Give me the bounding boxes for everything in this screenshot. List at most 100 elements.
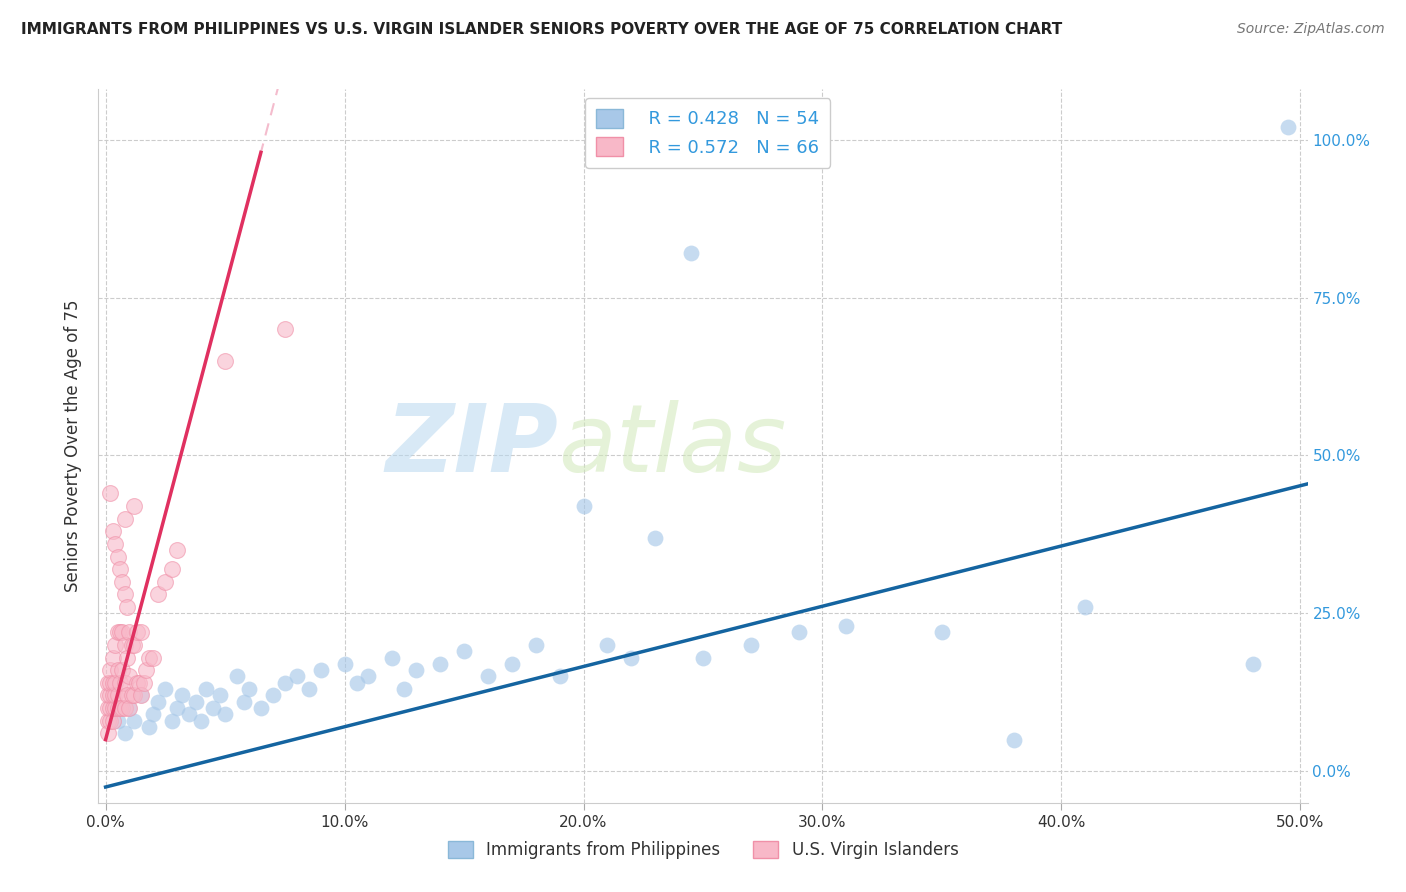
Point — [98, 486, 121, 500]
Point — [122, 714, 145, 728]
Point — [98, 663, 121, 677]
Point — [194, 682, 217, 697]
Point — [104, 638, 127, 652]
Point — [477, 669, 499, 683]
Point — [122, 689, 145, 703]
Point — [740, 638, 762, 652]
Point — [101, 675, 124, 690]
Point — [209, 689, 232, 703]
Point — [101, 714, 124, 728]
Text: atlas: atlas — [558, 401, 786, 491]
Point — [429, 657, 451, 671]
Point — [121, 689, 143, 703]
Point — [357, 669, 380, 683]
Point — [190, 714, 212, 728]
Point — [572, 499, 595, 513]
Point — [114, 511, 136, 525]
Point — [1002, 732, 1025, 747]
Point — [142, 707, 165, 722]
Point — [97, 714, 120, 728]
Point — [114, 726, 136, 740]
Point — [108, 701, 131, 715]
Point — [162, 714, 184, 728]
Point — [125, 625, 148, 640]
Point — [146, 695, 169, 709]
Point — [238, 682, 260, 697]
Point — [101, 524, 124, 539]
Point — [108, 562, 131, 576]
Point — [122, 638, 145, 652]
Point — [166, 701, 188, 715]
Y-axis label: Seniors Poverty Over the Age of 75: Seniors Poverty Over the Age of 75 — [65, 300, 83, 592]
Point — [162, 562, 184, 576]
Point — [101, 650, 124, 665]
Point — [226, 669, 249, 683]
Point — [132, 675, 155, 690]
Point — [104, 701, 127, 715]
Point — [681, 246, 703, 260]
Point — [104, 537, 127, 551]
Point — [262, 689, 284, 703]
Point — [118, 669, 141, 683]
Point — [381, 650, 404, 665]
Point — [97, 726, 120, 740]
Point — [142, 650, 165, 665]
Point — [125, 675, 148, 690]
Point — [620, 650, 643, 665]
Point — [98, 701, 121, 715]
Point — [692, 650, 714, 665]
Point — [118, 701, 141, 715]
Point — [548, 669, 571, 683]
Point — [138, 720, 160, 734]
Point — [405, 663, 427, 677]
Point — [131, 689, 153, 703]
Point — [108, 675, 131, 690]
Point — [111, 625, 134, 640]
Point — [285, 669, 308, 683]
Point — [214, 353, 236, 368]
Point — [250, 701, 273, 715]
Point — [115, 650, 138, 665]
Point — [202, 701, 225, 715]
Point — [101, 689, 124, 703]
Text: IMMIGRANTS FROM PHILIPPINES VS U.S. VIRGIN ISLANDER SENIORS POVERTY OVER THE AGE: IMMIGRANTS FROM PHILIPPINES VS U.S. VIRG… — [21, 22, 1063, 37]
Point — [107, 549, 129, 564]
Point — [121, 638, 143, 652]
Point — [107, 689, 129, 703]
Text: ZIP: ZIP — [385, 400, 558, 492]
Point — [115, 600, 138, 615]
Point — [114, 701, 136, 715]
Point — [1277, 120, 1299, 134]
Point — [1074, 600, 1097, 615]
Point — [114, 587, 136, 601]
Point — [107, 625, 129, 640]
Text: Source: ZipAtlas.com: Source: ZipAtlas.com — [1237, 22, 1385, 37]
Point — [274, 322, 297, 336]
Point — [98, 675, 121, 690]
Point — [394, 682, 416, 697]
Point — [135, 663, 157, 677]
Point — [104, 675, 127, 690]
Point — [274, 675, 297, 690]
Point — [453, 644, 475, 658]
Point — [111, 574, 134, 589]
Point — [835, 619, 858, 633]
Legend: Immigrants from Philippines, U.S. Virgin Islanders: Immigrants from Philippines, U.S. Virgin… — [441, 834, 965, 866]
Point — [596, 638, 619, 652]
Point — [155, 574, 177, 589]
Point — [131, 625, 153, 640]
Point — [166, 543, 188, 558]
Point — [98, 689, 121, 703]
Point — [170, 689, 193, 703]
Point — [111, 701, 134, 715]
Point — [97, 675, 120, 690]
Point — [128, 675, 150, 690]
Point — [107, 714, 129, 728]
Point — [114, 675, 136, 690]
Point — [111, 663, 134, 677]
Point — [107, 663, 129, 677]
Point — [98, 714, 121, 728]
Point — [309, 663, 332, 677]
Point — [118, 701, 141, 715]
Point — [644, 531, 666, 545]
